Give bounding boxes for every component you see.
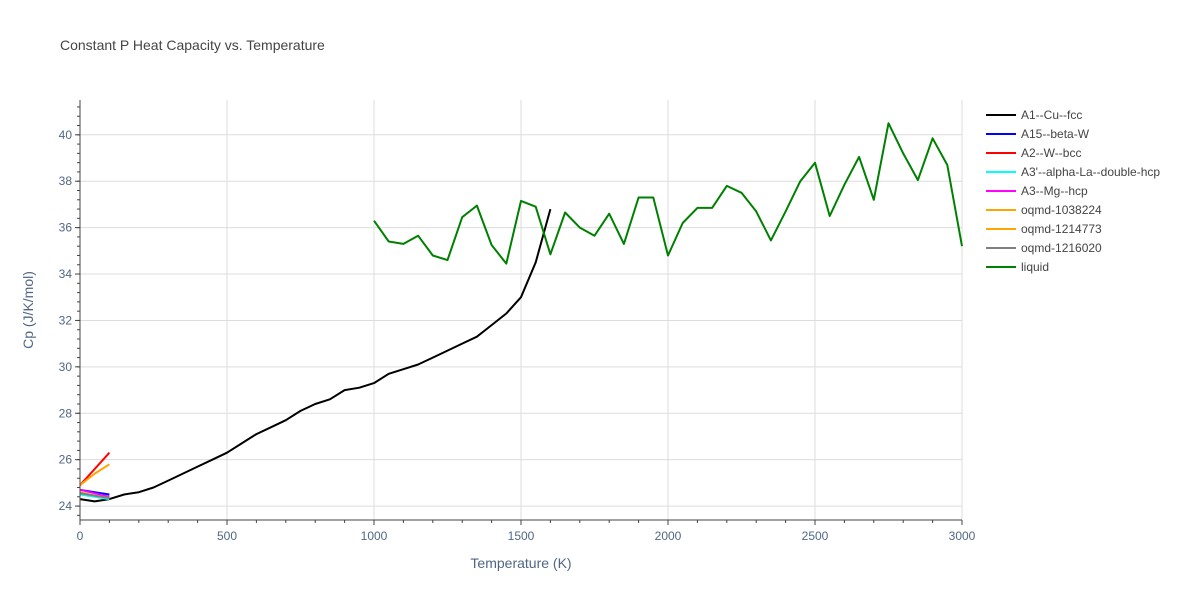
series-line-liquid [373,122,963,265]
legend-item-oqmd-1038224[interactable]: oqmd-1038224 [986,203,1102,217]
legend-label: oqmd-1038224 [1021,203,1102,217]
legend-item-oqmd-1216020[interactable]: oqmd-1216020 [986,241,1102,255]
legend-label: A1--Cu--fcc [1021,108,1082,122]
legend-item-a2-w-bcc[interactable]: A2--W--bcc [986,146,1081,160]
y-tick-label: 36 [59,221,73,235]
x-tick-label: 3000 [949,529,976,543]
legend-item-a3-mg-hcp[interactable]: A3--Mg--hcp [986,184,1088,198]
legend-item-a1-cu-fcc[interactable]: A1--Cu--fcc [986,108,1082,122]
y-tick-label: 38 [59,174,73,188]
legend-item-a15-beta-w[interactable]: A15--beta-W [986,127,1090,141]
series-line-a1-cu-fcc [79,208,552,503]
legend-item-a3-alpha-la-double-hcp[interactable]: A3'--alpha-La--double-hcp [986,165,1160,179]
y-tick-label: 24 [59,499,73,513]
y-tick-label: 40 [59,128,73,142]
legend-item-oqmd-1214773[interactable]: oqmd-1214773 [986,222,1102,236]
series-line-a3-mg-hcp [79,488,110,498]
chart-title: Constant P Heat Capacity vs. Temperature [60,37,325,53]
legend-label: A3--Mg--hcp [1021,184,1088,198]
y-tick-label: 34 [59,267,73,281]
y-tick-label: 32 [59,313,73,327]
y-axis-title: Cp (J/K/mol) [20,271,36,349]
axes: 0 500 1000 1500 2000 2500 3000 24 26 28 30 32 34 36 38… [59,100,976,543]
grid [80,100,963,520]
x-tick-label: 500 [217,529,237,543]
y-tick-label: 26 [59,453,73,467]
legend-label: A15--beta-W [1021,127,1090,141]
legend-label: oqmd-1216020 [1021,241,1102,255]
x-tick-label: 1000 [361,529,388,543]
x-tick-label: 0 [77,529,84,543]
x-tick-label: 2500 [802,529,829,543]
legend-label: oqmd-1214773 [1021,222,1102,236]
series-line-oqmd-1038224 [79,463,110,486]
y-tick-label: 28 [59,406,73,420]
legend[interactable]: A1--Cu--fcc A15--beta-W A2--W--bcc A3'--alp… [986,108,1160,274]
legend-label: A3'--alpha-La--double-hcp [1021,165,1160,179]
x-axis-title: Temperature (K) [470,555,571,571]
legend-item-liquid[interactable]: liquid [986,260,1049,274]
plot-area [79,122,963,503]
series-line-a3-alpha-la-double-hcp [79,493,110,501]
y-tick-label: 30 [59,360,73,374]
series-line-oqmd-1216020 [79,492,110,499]
series-line-a2-w-bcc [79,452,111,486]
legend-label: A2--W--bcc [1021,146,1081,160]
legend-label: liquid [1021,260,1049,274]
x-tick-label: 2000 [655,529,682,543]
x-tick-label: 1500 [508,529,535,543]
